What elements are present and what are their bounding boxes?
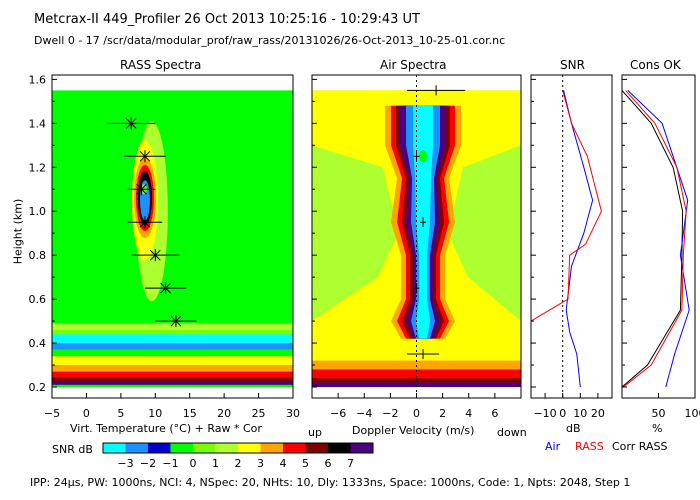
air-core-lower <box>418 317 429 326</box>
x-tick-label: 30 <box>286 407 300 420</box>
series-line-corr-rass <box>621 90 684 388</box>
x-axis-label-snr: dB <box>566 422 581 435</box>
colorbar-label: SNR dB <box>52 443 93 456</box>
x-tick-label: 2 <box>439 407 446 420</box>
colorbar-tick-label: 3 <box>257 457 264 470</box>
x-tick-label: 10 <box>148 407 162 420</box>
colorbar-tick-label: −1 <box>162 457 178 470</box>
series-line-air <box>627 90 690 388</box>
y-tick-label: 1.2 <box>29 161 47 174</box>
y-tick-label: 0.2 <box>29 381 47 394</box>
rass-clutter-band <box>52 349 293 357</box>
x-tick-label: 10 <box>573 407 587 420</box>
y-tick-label: 0.4 <box>29 337 47 350</box>
panel-title-snr: SNR <box>560 58 585 72</box>
y-tick-label: 1.4 <box>29 117 47 130</box>
panel-title-cons: Cons OK <box>630 58 681 72</box>
footer-params: IPP: 24μs, PW: 1000ns, NCI: 4, NSpec: 20… <box>30 476 631 489</box>
colorbar-swatch <box>283 443 306 453</box>
colorbar-tick-label: 4 <box>280 457 287 470</box>
x-tick-label: 20 <box>591 407 605 420</box>
x-tick-label: −6 <box>330 407 346 420</box>
x-tick-label: 15 <box>183 407 197 420</box>
colorbar-tick-label: 6 <box>325 457 332 470</box>
x-tick-label: −4 <box>356 407 372 420</box>
panel-title-rass: RASS Spectra <box>120 58 202 72</box>
rass-clutter-band <box>52 356 293 366</box>
panel-frame <box>51 74 294 399</box>
chart-title: Metcrax-II 449_Profiler 26 Oct 2013 10:2… <box>34 12 420 27</box>
x-tick-label: 20 <box>217 407 231 420</box>
series-line-rass <box>623 90 687 388</box>
x-axis-label-air: Doppler Velocity (m/s) <box>352 424 475 437</box>
colorbar-swatch <box>260 443 283 453</box>
x-tick-label: 0 <box>413 407 420 420</box>
rass-clutter-band <box>52 323 293 335</box>
panel-frame <box>530 74 613 399</box>
colorbar-tick-label: 0 <box>190 457 197 470</box>
colorbar-swatch <box>148 443 171 453</box>
x-axis-up-label: up <box>308 426 322 439</box>
colorbar-swatch <box>350 443 373 453</box>
x-axis-down-label: down <box>497 426 527 439</box>
colorbar-tick-label: 1 <box>212 457 219 470</box>
x-axis-label-cons: % <box>652 422 663 435</box>
x-tick-label: 100 <box>685 407 700 420</box>
colorbar-swatch <box>215 443 238 453</box>
x-tick-label: 0 <box>559 407 566 420</box>
panel-title-air: Air Spectra <box>380 58 447 72</box>
x-tick-label: 5 <box>117 407 124 420</box>
x-tick-label: 6 <box>491 407 498 420</box>
x-tick-label: 25 <box>252 407 266 420</box>
colorbar-swatch <box>103 443 126 453</box>
colorbar-swatch <box>170 443 193 453</box>
x-tick-label: −10 <box>533 407 556 420</box>
colorbar-tick-label: 5 <box>302 457 309 470</box>
rass-clutter-band <box>52 381 293 385</box>
colorbar-swatch <box>125 443 148 453</box>
colorbar-tick-label: 7 <box>347 457 354 470</box>
colorbar-tick-label: −3 <box>117 457 133 470</box>
y-tick-label: 1.6 <box>29 73 47 86</box>
series-line-rass <box>530 90 602 322</box>
y-tick-label: 0.6 <box>29 293 47 306</box>
x-tick-label: −5 <box>44 407 60 420</box>
y-tick-label: 0.8 <box>29 249 47 262</box>
air-core-upper <box>419 150 428 163</box>
legend-rass: RASS <box>575 440 604 453</box>
colorbar-tick-label: 2 <box>235 457 242 470</box>
air-clutter-band <box>312 382 521 388</box>
rass-clutter-band <box>52 343 293 350</box>
legend-corr-rass: Corr RASS <box>612 440 668 453</box>
colorbar-swatch <box>305 443 328 453</box>
colorbar-swatch <box>238 443 261 453</box>
rass-clutter-band <box>52 377 293 382</box>
colorbar-frame <box>102 442 374 454</box>
chart-subtitle: Dwell 0 - 17 /scr/data/modular_prof/raw_… <box>34 34 506 47</box>
x-axis-label-rass: Virt. Temperature (°C) + Raw * Cor <box>70 422 262 435</box>
colorbar-swatch <box>328 443 351 453</box>
rass-clutter-band <box>52 365 293 372</box>
x-tick-label: 4 <box>465 407 472 420</box>
legend-air: Air <box>545 440 561 453</box>
colorbar-tick-label: −2 <box>140 457 156 470</box>
x-tick-label: 50 <box>652 407 666 420</box>
x-tick-label: 0 <box>83 407 90 420</box>
x-tick-label: −2 <box>382 407 398 420</box>
y-tick-label: 1.0 <box>29 205 47 218</box>
colorbar-swatch <box>193 443 216 453</box>
rass-clutter-band <box>52 371 293 378</box>
